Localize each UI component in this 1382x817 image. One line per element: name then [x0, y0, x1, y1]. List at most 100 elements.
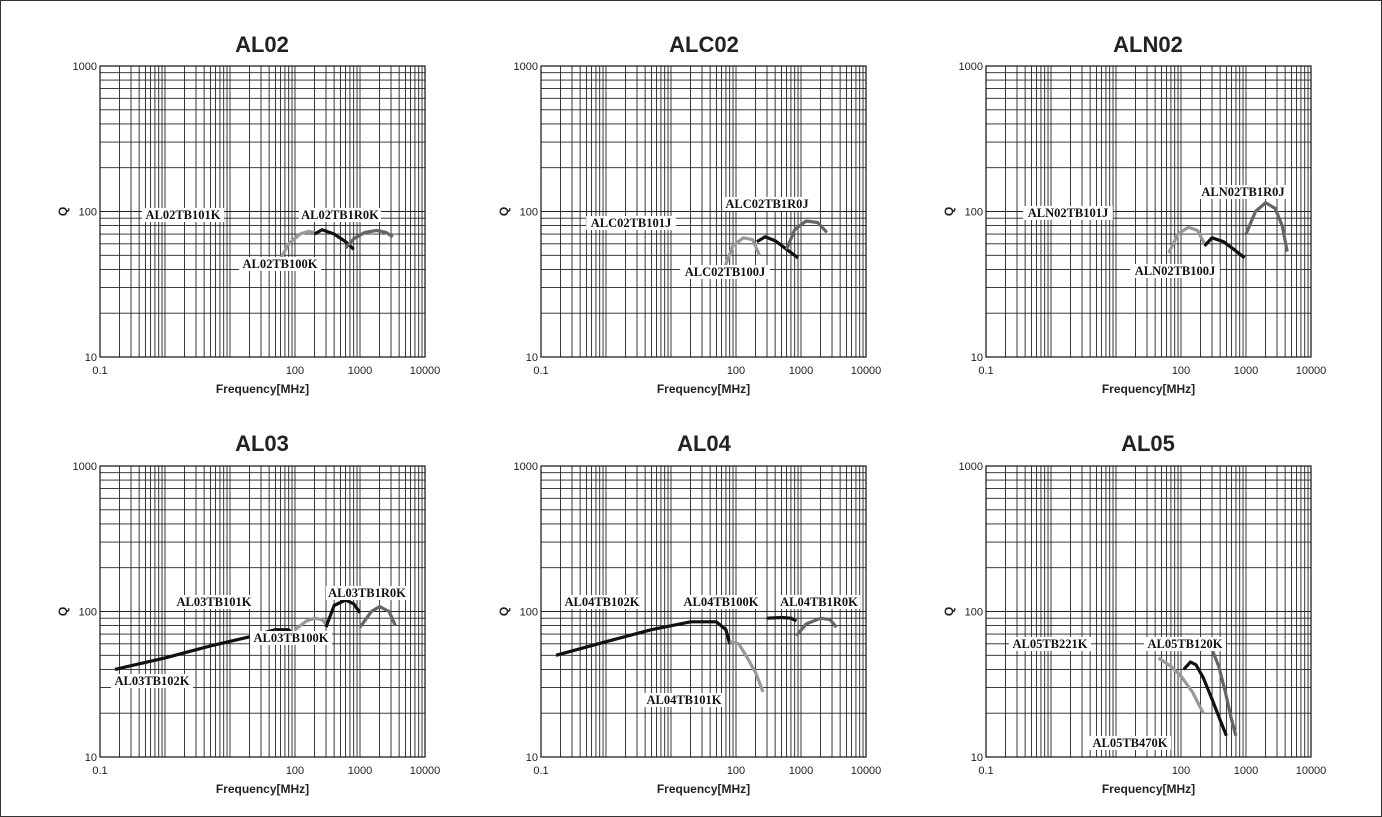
series-line-al03tb101k: [294, 616, 328, 631]
y-axis-label: Q: [942, 607, 956, 616]
x-tick-label: 100: [727, 365, 745, 377]
series-line-al05tb221k: [1157, 656, 1205, 714]
x-axis-label: Frequency[MHz]: [216, 382, 309, 396]
y-axis-label: Q: [56, 607, 70, 616]
x-tick-label: 10000: [410, 365, 441, 377]
chart-title: ALC02: [669, 32, 739, 57]
series-label: AL04TB101K: [646, 693, 721, 707]
x-axis-label: Frequency[MHz]: [657, 382, 750, 396]
plot-grid: [541, 66, 866, 357]
y-tick-label: 1000: [514, 461, 538, 473]
series-label-bg: [142, 208, 224, 222]
y-tick-label: 100: [79, 207, 97, 219]
series-label-bg: [1023, 206, 1113, 220]
y-tick-label: 1000: [73, 61, 97, 73]
series-label: AL04TB1R0K: [780, 595, 858, 609]
x-tick-label: 100: [1172, 365, 1190, 377]
series-label: AL03TB101K: [176, 595, 251, 609]
series-line-alc02tb1r0j: [785, 219, 829, 250]
series-line-al04tb100k: [766, 615, 798, 623]
plot-frame: [540, 465, 867, 758]
chart-panel-al02: AL02 Q Frequency[MHz] 10 100 1000 0.1 100 1000 10…: [56, 32, 440, 396]
x-tick-label: 10000: [851, 765, 882, 777]
plot-frame: [540, 65, 867, 358]
x-tick-label: 0.1: [92, 765, 107, 777]
x-tick-label: 10000: [851, 365, 882, 377]
x-tick-label: 1000: [348, 765, 372, 777]
series-label-bg: [680, 595, 762, 609]
series-label-bg: [586, 216, 676, 230]
series-line-al02tb101k: [276, 229, 315, 265]
plot-grid: [541, 466, 866, 757]
y-tick-label: 10: [85, 752, 97, 764]
x-axis-label: Frequency[MHz]: [1102, 382, 1195, 396]
x-tick-label: 0.1: [533, 765, 548, 777]
series-label: AL05TB470K: [1092, 736, 1167, 750]
x-tick-label: 1000: [1234, 365, 1258, 377]
series-label-bg: [326, 586, 408, 600]
y-tick-label: 10: [971, 752, 983, 764]
chart-panel-al04: AL04 Q Frequency[MHz] 10 100 1000 0.1 100 1000 10…: [497, 431, 881, 796]
series-label: ALC02TB1R0J: [725, 197, 808, 211]
x-axis-label: Frequency[MHz]: [216, 782, 309, 796]
series-label-bg: [643, 693, 725, 707]
series-label: AL03TB100K: [253, 631, 328, 645]
x-tick-label: 100: [727, 765, 745, 777]
series-label-bg: [778, 595, 860, 609]
series-line-al04tb102k: [555, 620, 732, 657]
series-label: AL03TB102K: [114, 674, 189, 688]
x-tick-label: 0.1: [533, 365, 548, 377]
series-line-aln02tb101j: [1167, 225, 1206, 254]
chart-title: AL05: [1121, 431, 1175, 456]
x-axis-label: Frequency[MHz]: [657, 782, 750, 796]
x-tick-label: 10000: [410, 765, 441, 777]
chart-title: AL02: [235, 32, 289, 57]
y-tick-label: 10: [526, 352, 538, 364]
series-label-bg: [299, 208, 381, 222]
series-label-bg: [561, 595, 643, 609]
x-axis-label: Frequency[MHz]: [1102, 782, 1195, 796]
y-axis-label: Q: [56, 207, 70, 216]
series-label-bg: [1089, 736, 1171, 750]
series-label-bg: [1009, 637, 1091, 651]
series-label: AL02TB100K: [242, 257, 317, 271]
y-tick-label: 10: [526, 752, 538, 764]
series-line-aln02tb1r0j: [1244, 201, 1289, 252]
series-label-bg: [1130, 264, 1220, 278]
chart-panel-al03: AL03 Q Frequency[MHz] 10 100 1000 0.1 100 1000 10…: [56, 431, 440, 796]
y-tick-label: 100: [520, 607, 538, 619]
chart-title: AL04: [677, 431, 732, 456]
series-label-bg: [173, 595, 255, 609]
series-label: ALN02TB100J: [1135, 264, 1216, 278]
y-tick-label: 100: [965, 607, 983, 619]
x-tick-label: 1000: [789, 365, 813, 377]
x-tick-label: 100: [286, 365, 304, 377]
series-label: ALN02TB101J: [1028, 206, 1109, 220]
series-label-bg: [250, 631, 332, 645]
plot-grid: [986, 466, 1311, 757]
series-label: AL04TB100K: [683, 595, 758, 609]
x-tick-label: 0.1: [92, 365, 107, 377]
chart-title: ALN02: [1113, 32, 1183, 57]
series-line-al03tb1r0k: [358, 605, 397, 629]
series-label: AL02TB101K: [145, 208, 220, 222]
x-tick-label: 1000: [1234, 765, 1258, 777]
x-tick-label: 100: [286, 765, 304, 777]
series-label: AL03TB1R0K: [328, 586, 406, 600]
series-label-bg: [1144, 637, 1226, 651]
series-label-bg: [111, 674, 193, 688]
series-label-bg: [1198, 185, 1288, 199]
x-tick-label: 0.1: [978, 365, 993, 377]
series-label: AL05TB221K: [1012, 637, 1087, 651]
series-label: ALC02TB100J: [685, 265, 766, 279]
x-tick-label: 100: [1172, 765, 1190, 777]
series-line-al04tb101k: [729, 640, 765, 693]
plot-frame: [99, 465, 426, 758]
series-line-aln02tb100j: [1203, 236, 1246, 260]
plot-grid: [100, 466, 425, 757]
y-tick-label: 10: [85, 352, 97, 364]
plot-frame: [985, 465, 1312, 758]
series-label-bg: [239, 257, 321, 271]
x-tick-label: 0.1: [978, 765, 993, 777]
series-label: AL02TB1R0K: [301, 208, 379, 222]
